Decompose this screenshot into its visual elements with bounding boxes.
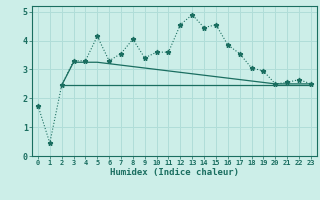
- X-axis label: Humidex (Indice chaleur): Humidex (Indice chaleur): [110, 168, 239, 177]
